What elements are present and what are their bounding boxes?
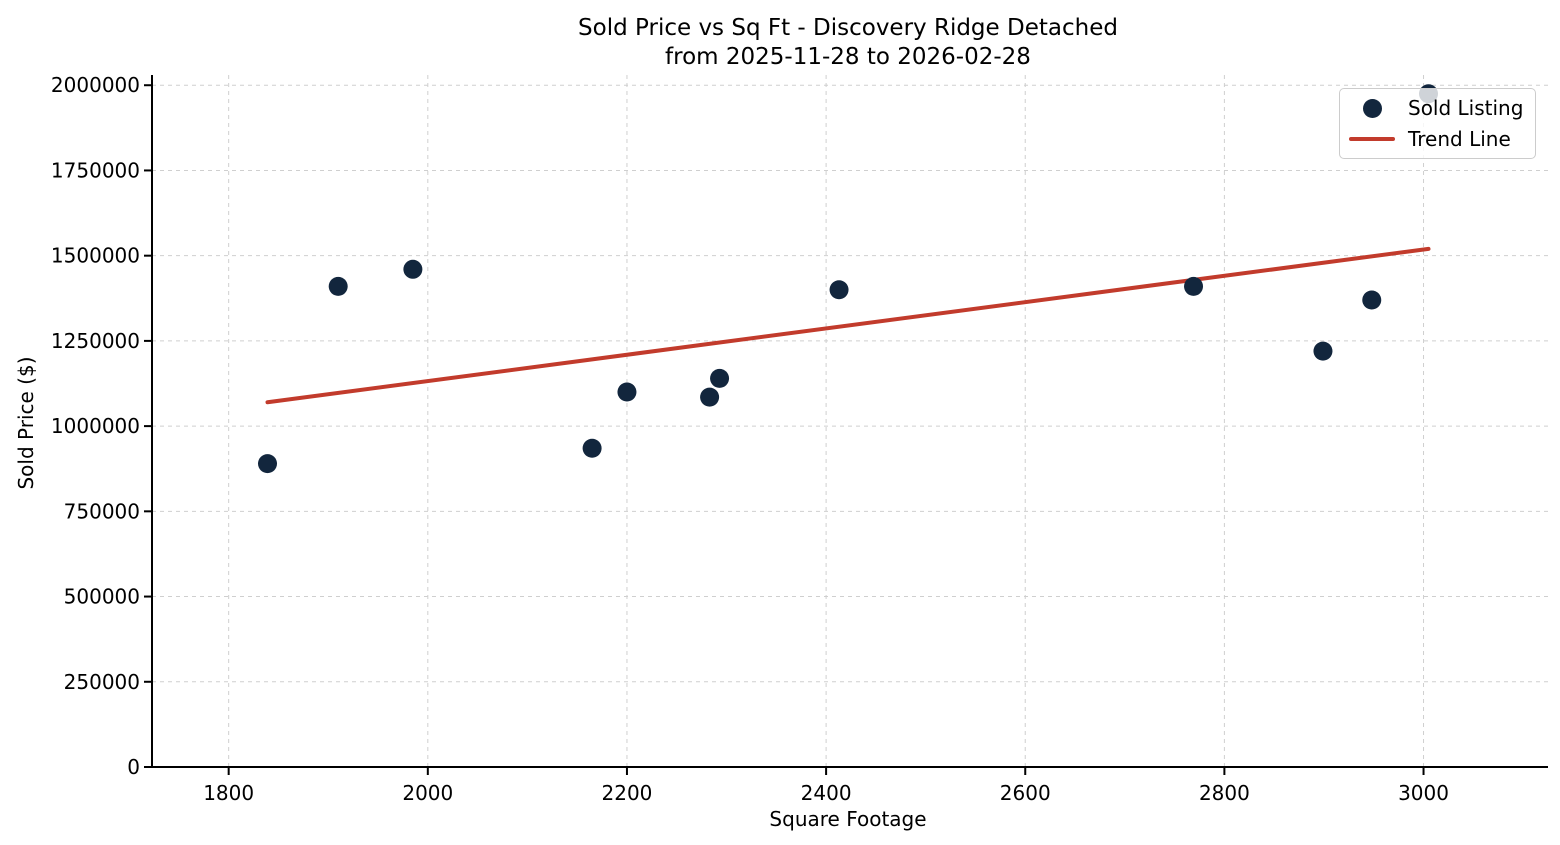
y-tick-label: 2000000	[51, 73, 140, 97]
x-tick-label: 1800	[203, 781, 254, 805]
legend-item-trend-line: Trend Line	[1348, 127, 1523, 151]
chart-title: Sold Price vs Sq Ft - Discovery Ridge De…	[578, 15, 1118, 41]
data-point	[829, 280, 849, 300]
x-tick-label: 2600	[1000, 781, 1051, 805]
x-tick-label: 2800	[1199, 781, 1250, 805]
legend-label-sold-listing: Sold Listing	[1408, 96, 1524, 120]
y-tick-label: 1250000	[51, 329, 140, 353]
grid-layer	[152, 75, 1548, 768]
legend-marker-cell	[1348, 98, 1396, 118]
y-tick-label: 1000000	[51, 414, 140, 438]
legend: Sold Listing Trend Line	[1339, 88, 1537, 159]
data-point	[582, 438, 602, 458]
y-tick-label: 1500000	[51, 244, 140, 268]
legend-marker-cell	[1348, 137, 1396, 141]
x-tick-label: 2000	[402, 781, 453, 805]
chart-subtitle: from 2025-11-28 to 2026-02-28	[665, 44, 1031, 70]
y-tick-label: 750000	[64, 499, 140, 523]
x-tick-label: 2200	[602, 781, 653, 805]
data-point	[258, 454, 278, 474]
data-point	[1313, 341, 1333, 361]
data-point	[700, 387, 720, 407]
y-tick-label: 500000	[64, 585, 140, 609]
data-point	[328, 276, 348, 296]
data-layer	[258, 84, 1439, 474]
x-tick-label: 2400	[801, 781, 852, 805]
axes-layer: 1800 2000 2200 2400 2600 2800 3000 0 250000 50000…	[51, 73, 1548, 805]
legend-label-trend-line: Trend Line	[1408, 127, 1511, 151]
x-axis-label: Square Footage	[769, 807, 926, 831]
data-point	[710, 368, 730, 388]
x-tick-label: 3000	[1398, 781, 1449, 805]
data-point	[403, 259, 423, 279]
data-point	[1184, 276, 1204, 296]
y-tick-label: 1750000	[51, 158, 140, 182]
y-axis-label: Sold Price ($)	[14, 356, 38, 489]
y-tick-label: 0	[127, 755, 140, 779]
data-point	[1362, 290, 1382, 310]
legend-item-sold-listing: Sold Listing	[1348, 96, 1523, 120]
y-tick-label: 250000	[64, 670, 140, 694]
sold-listing-dot-icon	[1362, 98, 1382, 118]
trend-line-swatch-icon	[1349, 137, 1395, 141]
trend-line	[265, 246, 1431, 405]
data-point	[617, 382, 637, 402]
